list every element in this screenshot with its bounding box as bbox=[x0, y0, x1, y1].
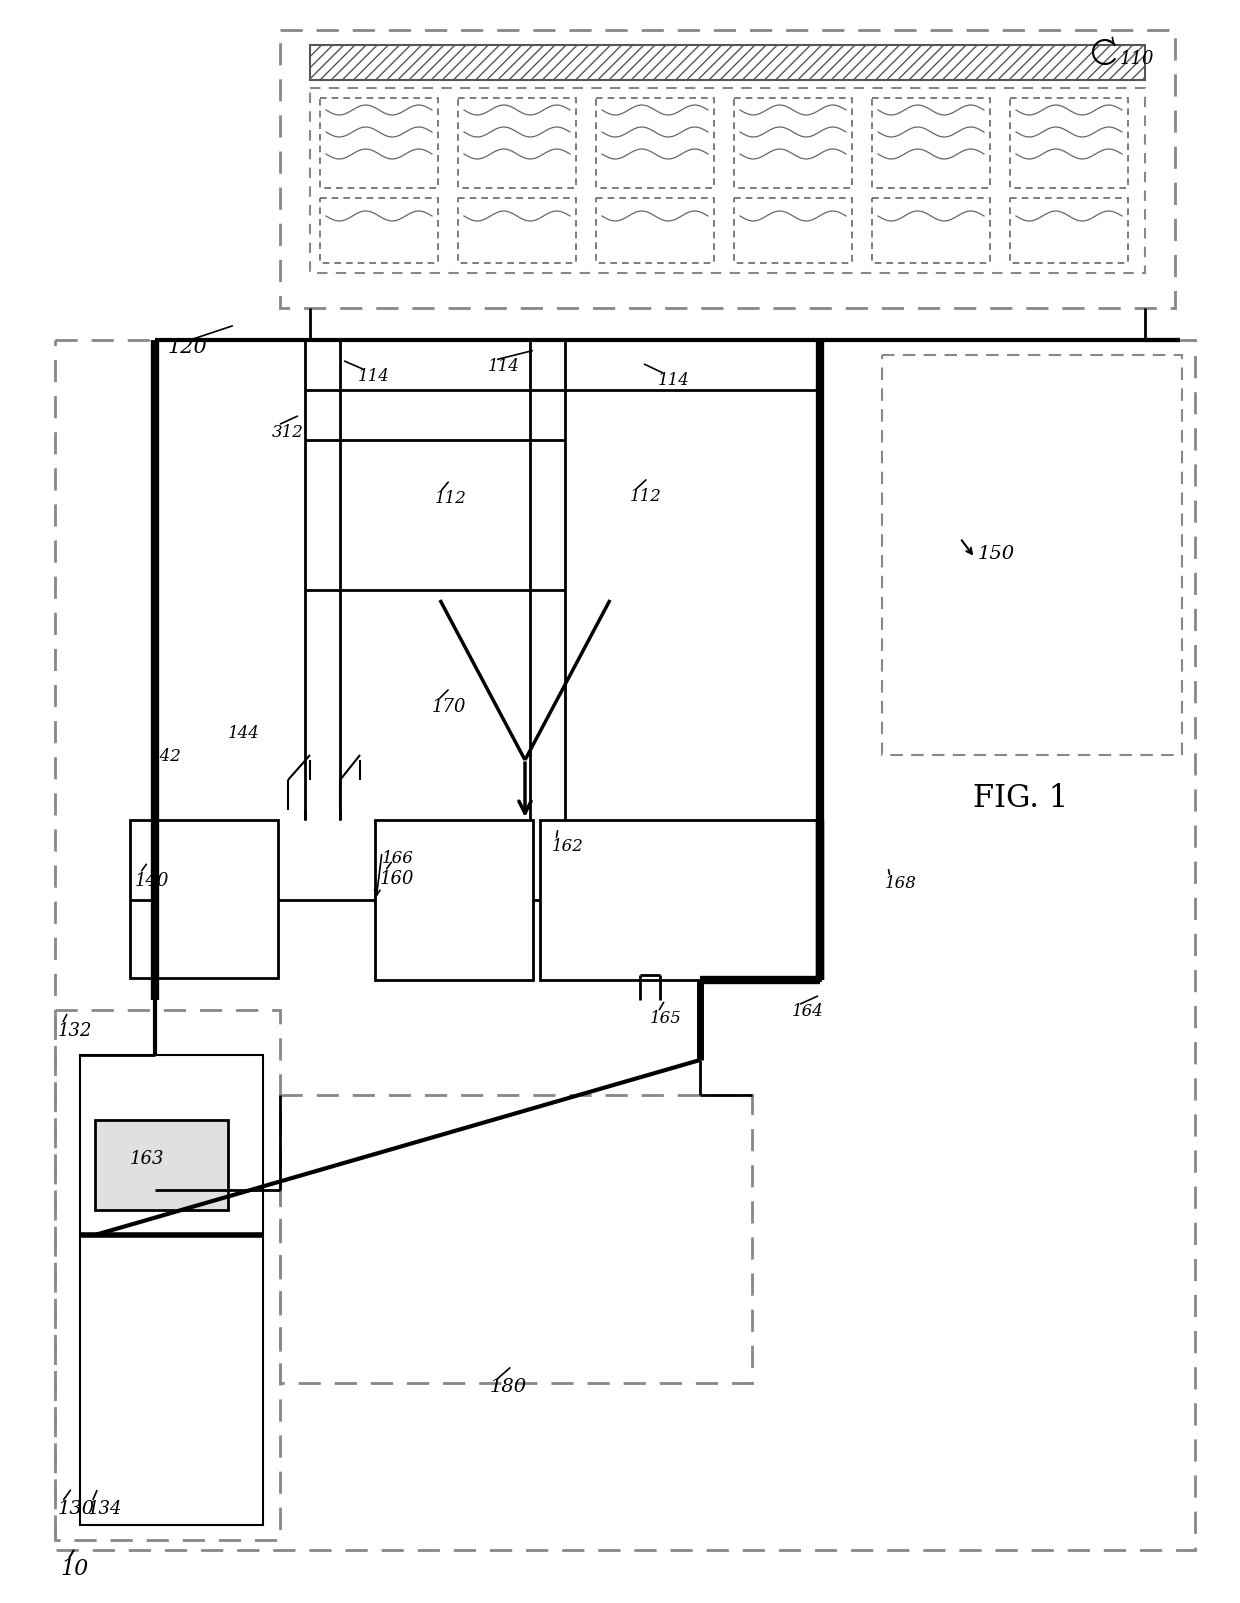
Text: 114: 114 bbox=[658, 372, 689, 390]
Bar bbox=[872, 199, 990, 263]
Text: 180: 180 bbox=[490, 1379, 527, 1396]
Text: 168: 168 bbox=[885, 875, 916, 891]
Bar bbox=[882, 354, 1182, 755]
Bar bbox=[734, 199, 852, 263]
Text: 112: 112 bbox=[435, 491, 467, 507]
Bar bbox=[130, 821, 278, 978]
Text: 144: 144 bbox=[228, 725, 260, 742]
Text: 170: 170 bbox=[432, 697, 466, 717]
Bar bbox=[280, 30, 1176, 308]
Bar bbox=[1011, 98, 1128, 188]
Bar bbox=[310, 88, 1145, 273]
Text: 134: 134 bbox=[88, 1500, 123, 1518]
Bar bbox=[374, 821, 533, 979]
Text: 162: 162 bbox=[552, 838, 584, 854]
Bar bbox=[55, 340, 1195, 1550]
Bar bbox=[55, 1010, 280, 1540]
Text: 166: 166 bbox=[382, 850, 414, 867]
Text: 142: 142 bbox=[150, 749, 182, 765]
Bar bbox=[310, 45, 1145, 80]
Bar bbox=[320, 199, 438, 263]
Text: 164: 164 bbox=[792, 1003, 823, 1020]
Text: 112: 112 bbox=[630, 487, 662, 505]
Text: 10: 10 bbox=[60, 1558, 88, 1581]
Bar bbox=[539, 821, 820, 979]
Text: 120: 120 bbox=[167, 338, 208, 357]
Bar bbox=[458, 199, 577, 263]
Text: 150: 150 bbox=[978, 545, 1016, 563]
Text: 140: 140 bbox=[135, 872, 170, 890]
Text: 160: 160 bbox=[379, 870, 414, 888]
Bar bbox=[734, 98, 852, 188]
Bar bbox=[596, 98, 714, 188]
Bar bbox=[81, 1055, 263, 1524]
Bar bbox=[872, 98, 990, 188]
Bar bbox=[320, 98, 438, 188]
Text: 165: 165 bbox=[650, 1010, 682, 1028]
Bar bbox=[280, 1095, 751, 1383]
Text: 110: 110 bbox=[1120, 50, 1154, 67]
Text: 132: 132 bbox=[58, 1023, 93, 1040]
Bar bbox=[95, 1120, 228, 1210]
Text: 312: 312 bbox=[272, 425, 304, 441]
Text: 114: 114 bbox=[358, 369, 389, 385]
Bar bbox=[458, 98, 577, 188]
Text: 130: 130 bbox=[58, 1500, 95, 1518]
Text: FIG. 1: FIG. 1 bbox=[973, 782, 1068, 814]
Bar bbox=[596, 199, 714, 263]
Text: 114: 114 bbox=[489, 357, 520, 375]
Text: 163: 163 bbox=[130, 1149, 165, 1169]
Bar bbox=[1011, 199, 1128, 263]
